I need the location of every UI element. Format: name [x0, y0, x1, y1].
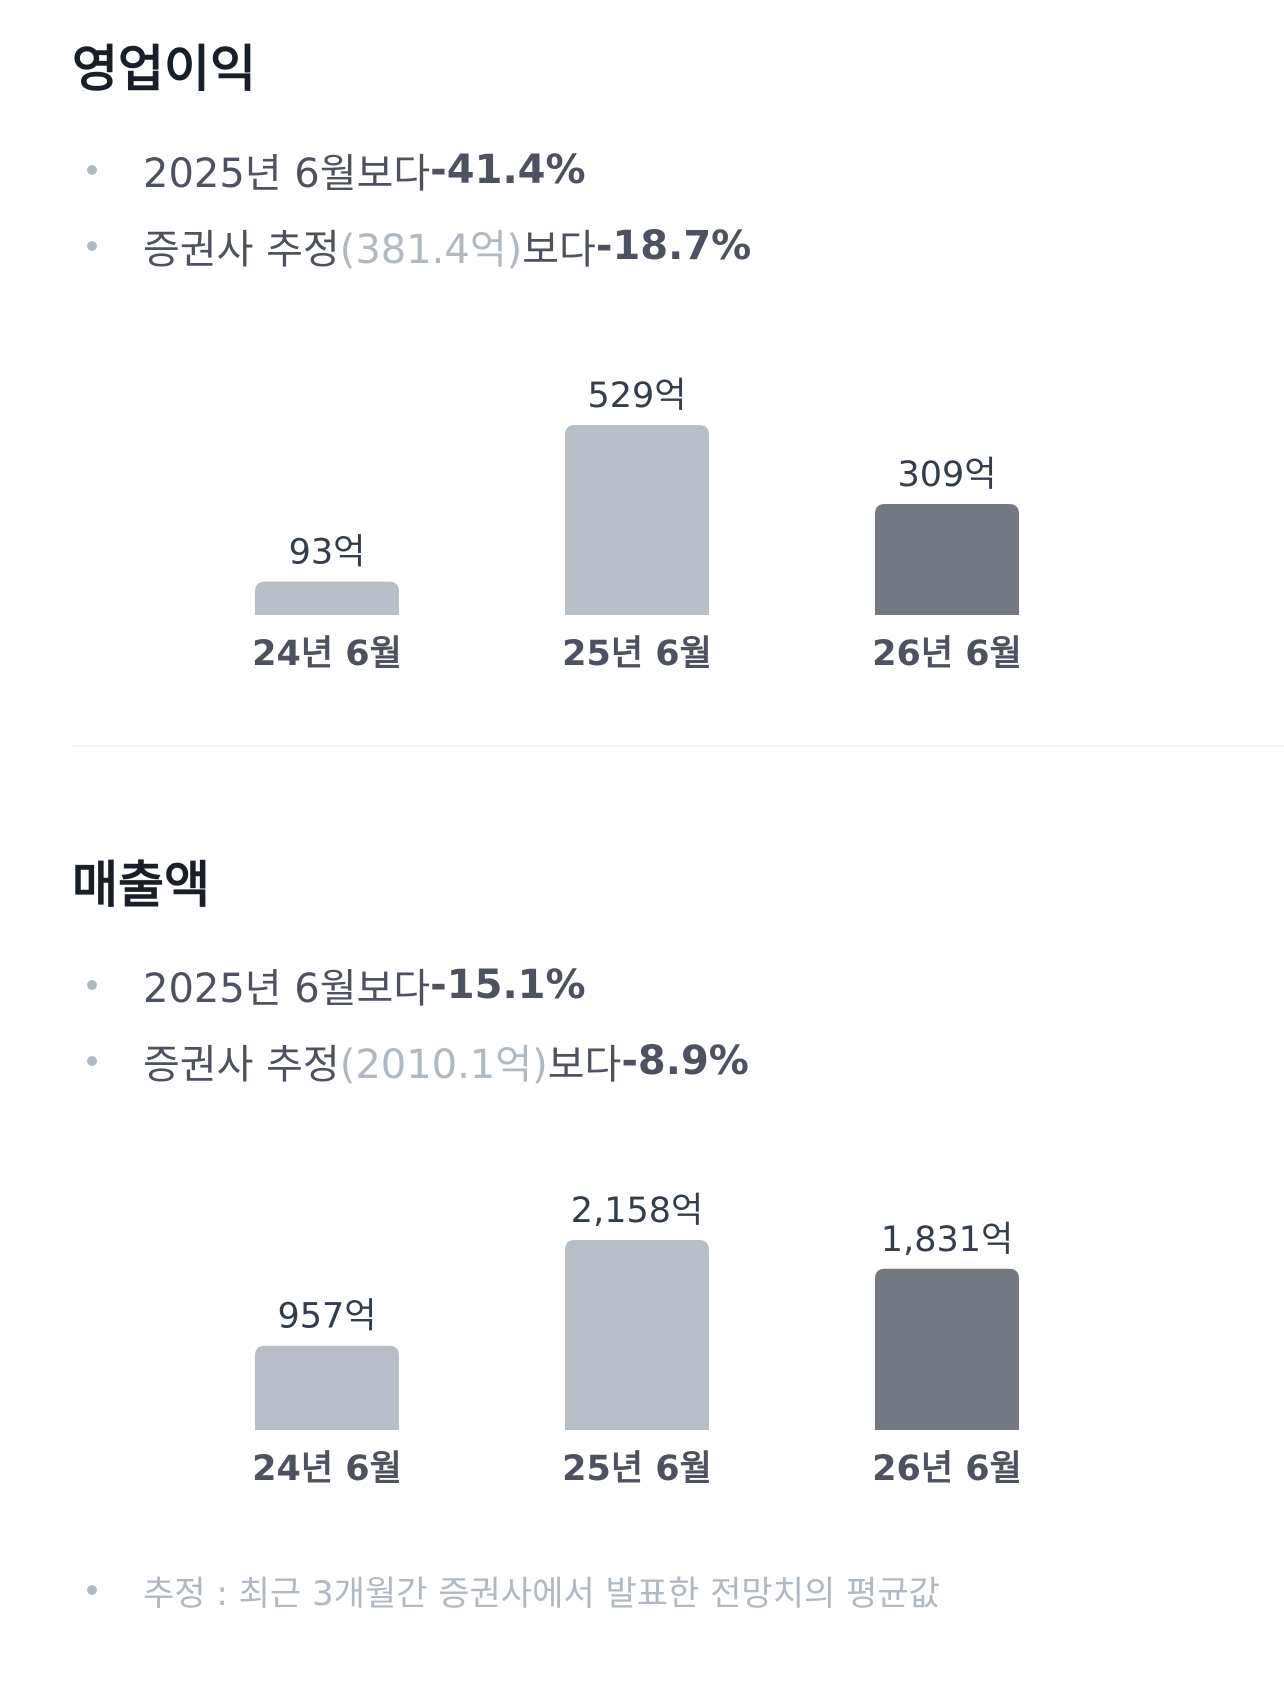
- bar-value-label: 957억: [277, 1297, 376, 1337]
- comparison-change: -15.1%: [430, 962, 586, 1008]
- comparison-change: -18.7%: [595, 223, 752, 269]
- footnote-text: 추정 : 최근 3개월간 증권사에서 발표한 전망치의 평균값: [143, 1573, 940, 1614]
- bar-value-label: 1,831억: [881, 1220, 1013, 1260]
- bullet-dot-icon: [87, 1056, 97, 1066]
- section-title-operating-profit: 영업이익: [72, 40, 256, 98]
- comparison-item: 증권사 추정 (381.4억) 보다 -18.7%: [87, 221, 752, 273]
- bar: [875, 1268, 1019, 1430]
- bullet-dot-icon: [87, 165, 97, 175]
- section-divider: [72, 745, 1284, 747]
- bar-value-label: 2,158억: [571, 1191, 703, 1231]
- footnote: 추정 : 최근 3개월간 증권사에서 발표한 전망치의 평균값: [87, 1565, 940, 1615]
- bullet-dot-icon: [87, 980, 97, 990]
- comparison-estimate: (381.4억): [339, 227, 523, 273]
- bar: [255, 1345, 399, 1430]
- bar-chart-svg: 93억 24년 6월 529억 25년 6월 309억 26년 6월: [252, 376, 1022, 674]
- comparison-estimate: (2010.1억): [339, 1042, 548, 1088]
- comparison-item: 2025년 6월보다 -15.1%: [87, 960, 586, 1012]
- operating-profit-bar-chart: 93억 24년 6월 529억 25년 6월 309억 26년 6월: [0, 350, 1284, 680]
- bar-value-label: 93억: [289, 533, 366, 573]
- comparison-text: 2025년 6월보다: [143, 966, 431, 1012]
- comparison-text: 2025년 6월보다: [143, 151, 431, 197]
- category-label: 24년 6월: [252, 1449, 402, 1489]
- comparison-item: 증권사 추정 (2010.1억) 보다 -8.9%: [87, 1036, 749, 1088]
- bullet-dot-icon: [87, 1585, 97, 1595]
- comparison-text: 증권사 추정: [143, 227, 340, 273]
- bar: [565, 1240, 709, 1430]
- bar: [875, 504, 1019, 615]
- bar: [255, 581, 399, 615]
- revenue-bar-chart: 957억 24년 6월 2,158억 25년 6월 1,831억 26년 6월: [0, 1165, 1284, 1495]
- category-label: 25년 6월: [562, 634, 712, 674]
- comparison-suffix: 보다: [522, 227, 596, 273]
- category-label: 24년 6월: [252, 634, 402, 674]
- bar-value-label: 309억: [897, 455, 996, 495]
- comparison-change: -41.4%: [430, 147, 586, 193]
- comparison-change: -8.9%: [621, 1038, 749, 1084]
- category-label: 26년 6월: [872, 1449, 1022, 1489]
- bullet-dot-icon: [87, 241, 97, 251]
- bar-value-label: 529억: [587, 376, 686, 416]
- bar-chart-svg: 957억 24년 6월 2,158억 25년 6월 1,831억 26년 6월: [252, 1191, 1022, 1489]
- section-title-revenue: 매출액: [72, 856, 210, 914]
- comparison-text: 증권사 추정: [143, 1042, 340, 1088]
- comparison-item: 2025년 6월보다 -41.4%: [87, 145, 586, 197]
- comparison-suffix: 보다: [547, 1042, 622, 1088]
- category-label: 25년 6월: [562, 1449, 712, 1489]
- bar: [565, 425, 709, 615]
- category-label: 26년 6월: [872, 634, 1022, 674]
